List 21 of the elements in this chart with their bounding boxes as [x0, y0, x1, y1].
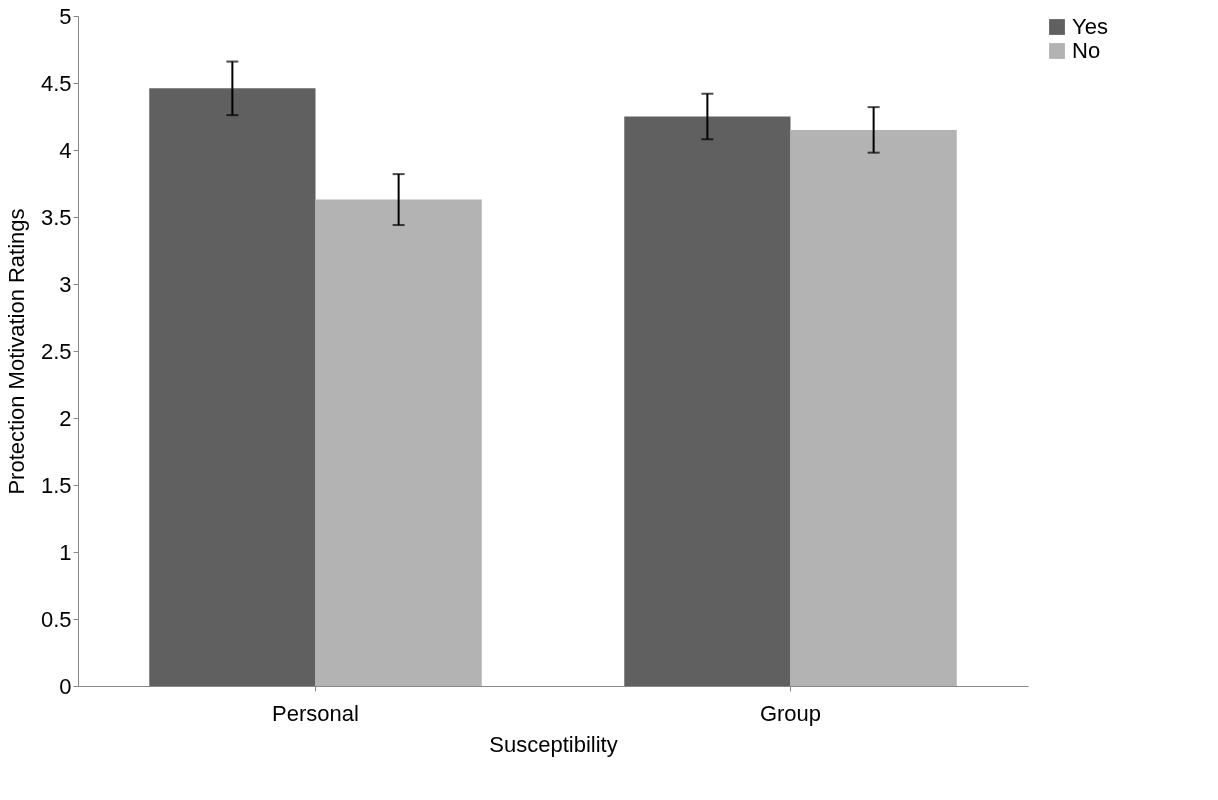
- legend-label: Yes: [1072, 14, 1108, 39]
- y-tick-label: 0: [59, 673, 72, 699]
- y-tick-label: 4.5: [40, 70, 72, 96]
- y-tick-label: 1: [59, 539, 72, 565]
- y-tick-label: 2.5: [40, 338, 72, 364]
- y-tick-label: 0.5: [40, 606, 72, 632]
- x-axis-title: Susceptibility: [489, 731, 618, 757]
- x-tick-label: Group: [759, 700, 822, 726]
- y-tick-label: 4: [59, 137, 72, 163]
- y-tick-label: 3: [59, 271, 72, 297]
- bar: [149, 88, 316, 686]
- bar: [315, 199, 482, 686]
- y-tick-label: 5: [59, 3, 72, 29]
- legend-label: No: [1072, 38, 1101, 63]
- y-tick-label: 3.5: [40, 204, 72, 230]
- bar: [790, 129, 957, 686]
- bar: [624, 116, 791, 686]
- y-axis-title: Protection Motivation Ratings: [3, 208, 29, 495]
- x-tick-label: Personal: [272, 700, 359, 726]
- y-tick-label: 2: [59, 405, 72, 431]
- y-tick-label: 1.5: [40, 472, 72, 498]
